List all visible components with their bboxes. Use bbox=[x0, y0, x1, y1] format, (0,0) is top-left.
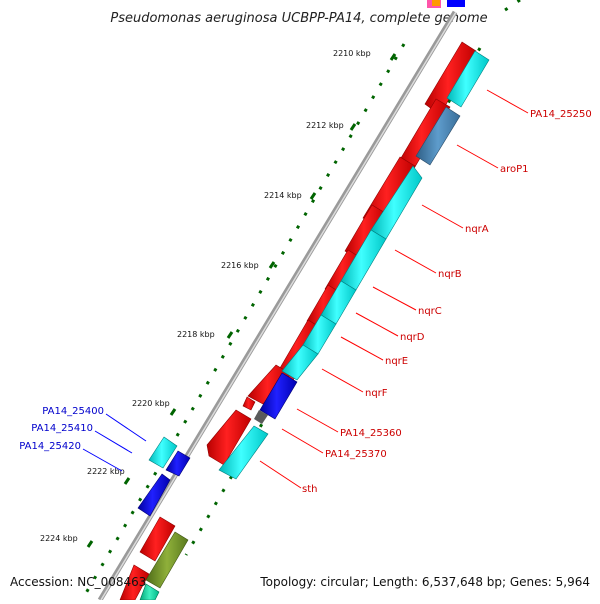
cds-forward-strand bbox=[119, 41, 477, 601]
cds-red-small[interactable] bbox=[242, 396, 256, 411]
gene-label-nqrF[interactable]: nqrF bbox=[365, 388, 388, 399]
gene-label-nqrA[interactable]: nqrA bbox=[465, 224, 489, 235]
scale-label-2214: 2214 kbp bbox=[264, 191, 302, 200]
right-callouts bbox=[259, 89, 529, 489]
gene-label-PA14_25250[interactable]: PA14_25250 bbox=[530, 109, 592, 120]
cds-PA14_25370[interactable] bbox=[218, 425, 269, 480]
scale-label-2222: 2222 kbp bbox=[87, 467, 125, 476]
cds-red-9[interactable] bbox=[206, 409, 252, 466]
gene-label-sth[interactable]: sth bbox=[302, 484, 317, 495]
cds-grey-small[interactable] bbox=[254, 410, 268, 424]
cds-olive[interactable] bbox=[145, 531, 189, 589]
cds-reverse-strand bbox=[139, 50, 490, 601]
scale-label-2216: 2216 kbp bbox=[221, 261, 259, 270]
gene-label-aroP1[interactable]: aroP1 bbox=[500, 164, 529, 175]
gene-labels-right: PA14_25250 aroP1 nqrA nqrB nqrC nqrD nqr… bbox=[302, 109, 592, 495]
scale-ticks: 2210 kbp 2212 kbp 2214 kbp 2216 kbp 2218… bbox=[40, 49, 397, 548]
cds-nqrF[interactable] bbox=[281, 344, 319, 381]
gene-labels-left: PA14_25400 PA14_25410 PA14_25420 bbox=[19, 406, 104, 452]
left-callouts bbox=[82, 413, 147, 472]
map-title: Pseudomonas aeruginosa UCBPP-PA14, compl… bbox=[110, 11, 487, 26]
cds-red-10[interactable] bbox=[139, 516, 176, 562]
top-clipped-blocks bbox=[427, 0, 465, 8]
topology-label: Topology: circular; Length: 6,537,648 bp… bbox=[259, 575, 590, 589]
gene-label-nqrC[interactable]: nqrC bbox=[418, 306, 442, 317]
genome-backbone bbox=[97, 10, 458, 602]
scale-label-2210: 2210 kbp bbox=[333, 49, 371, 58]
cds-aroP1[interactable] bbox=[415, 106, 461, 166]
gene-label-PA14_25360[interactable]: PA14_25360 bbox=[340, 428, 402, 439]
gene-label-PA14_25370[interactable]: PA14_25370 bbox=[325, 449, 387, 460]
scale-label-2212: 2212 kbp bbox=[306, 121, 344, 130]
cds-PA14_25410[interactable] bbox=[165, 450, 191, 477]
gene-label-PA14_25420[interactable]: PA14_25420 bbox=[19, 441, 81, 452]
gene-label-nqrE[interactable]: nqrE bbox=[385, 356, 408, 367]
accession-label: Accession: NC_008463 bbox=[10, 575, 146, 589]
scale-label-2224: 2224 kbp bbox=[40, 534, 78, 543]
scale-label-2218: 2218 kbp bbox=[177, 330, 215, 339]
cds-PA14_25360[interactable] bbox=[259, 372, 298, 420]
cds-PA14_25400[interactable] bbox=[148, 436, 178, 469]
outer-dotted-line bbox=[184, 0, 521, 556]
gene-label-PA14_25400[interactable]: PA14_25400 bbox=[42, 406, 104, 417]
scale-track bbox=[80, 43, 406, 601]
gene-label-nqrB[interactable]: nqrB bbox=[438, 269, 462, 280]
cds-left-features bbox=[137, 436, 191, 517]
cds-PA14_25420[interactable] bbox=[137, 473, 171, 517]
cds-PA14_25250[interactable] bbox=[446, 50, 490, 108]
scale-label-2220: 2220 kbp bbox=[132, 399, 170, 408]
gene-label-nqrD[interactable]: nqrD bbox=[400, 332, 425, 343]
gene-label-PA14_25410[interactable]: PA14_25410 bbox=[31, 423, 93, 434]
